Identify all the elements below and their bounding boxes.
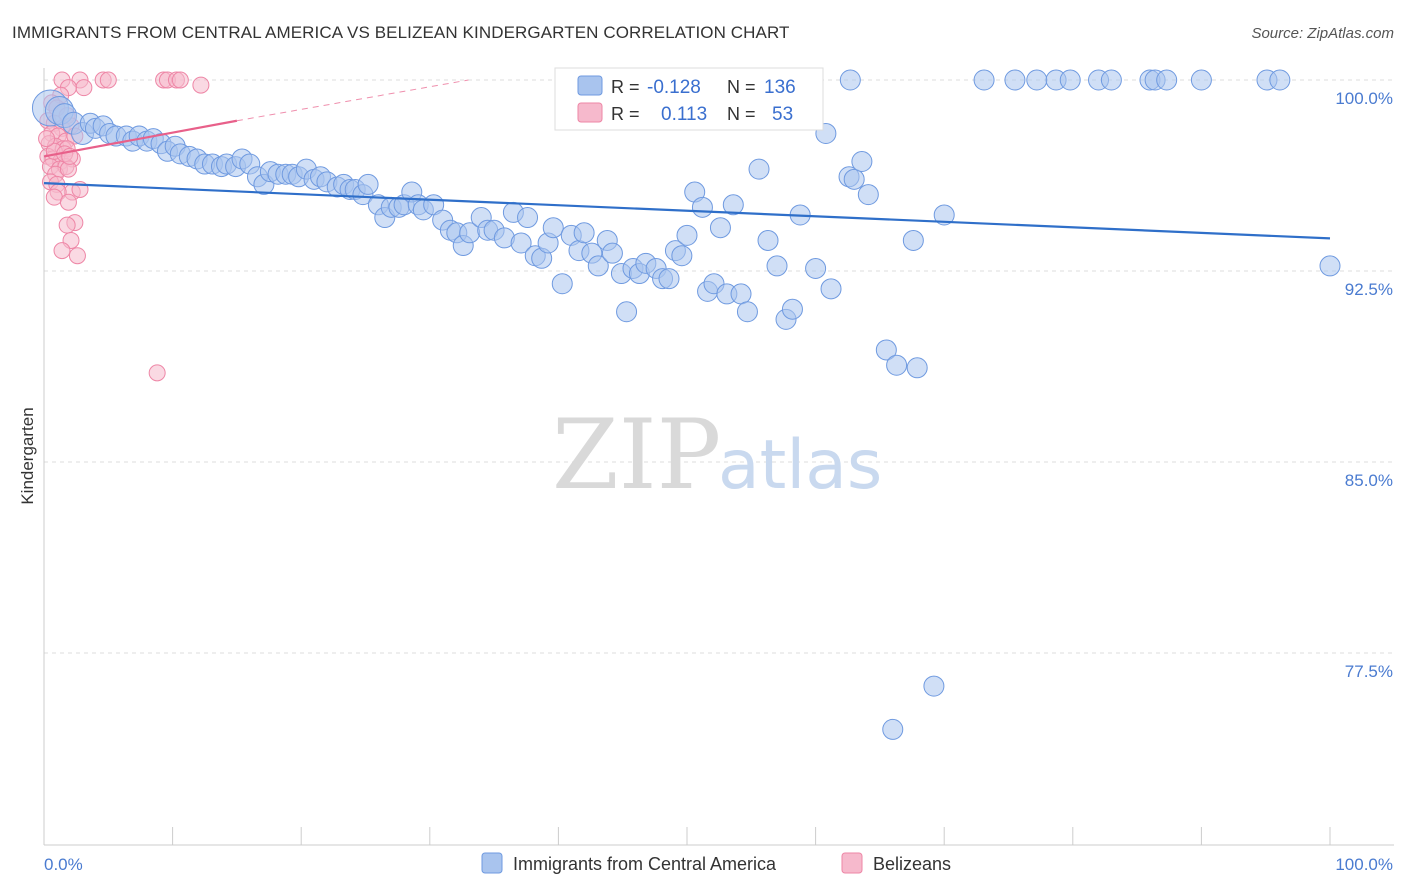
central-america-point [671, 245, 693, 267]
central-america-point [1004, 69, 1026, 91]
watermark-zip: ZIP [552, 399, 721, 511]
legend-blue-label: Immigrants from Central America [513, 854, 777, 874]
central-america-point [587, 255, 609, 277]
legend-pink-label: Belizeans [873, 854, 951, 874]
stats-blue-n-value: 136 [764, 77, 796, 98]
stats-pink-n-value: 53 [772, 104, 793, 125]
central-america-point [1319, 255, 1341, 277]
central-america-point [839, 69, 861, 91]
y-tick-labels: 100.0% 92.5% 85.0% 77.5% [1335, 89, 1393, 681]
central-america-point [1269, 69, 1291, 91]
belizeans-point [68, 247, 86, 265]
belizeans-point [192, 76, 210, 94]
stats-blue-n-label: N = [727, 77, 756, 97]
central-america-point [517, 207, 539, 229]
stats-blue-r-value: -0.128 [647, 77, 701, 98]
legend: Immigrants from Central America Belizean… [481, 852, 951, 874]
central-america-point [542, 217, 564, 239]
x-ticks [43, 827, 1331, 845]
belizeans-point [38, 130, 56, 148]
central-america-point [923, 675, 945, 697]
legend-blue-swatch [481, 852, 503, 874]
legend-pink-swatch [841, 852, 863, 874]
central-america-point [757, 229, 779, 251]
central-america-point [691, 196, 713, 218]
watermark-atlas: atlas [718, 426, 882, 505]
belizeans-point [58, 216, 76, 234]
central-america-point [573, 222, 595, 244]
x-tick-label: 0.0% [44, 855, 83, 874]
central-america-point [805, 257, 827, 279]
stats-blue-r-label: R = [611, 77, 640, 97]
central-america-point [748, 158, 770, 180]
central-america-point [781, 298, 803, 320]
central-america-point [722, 194, 744, 216]
central-america-points [31, 69, 1341, 740]
axes [43, 68, 1394, 846]
belizeans-point [59, 193, 77, 211]
central-america-point [709, 217, 731, 239]
central-america-point [766, 255, 788, 277]
central-america-point [843, 168, 865, 190]
central-america-point [357, 173, 379, 195]
central-america-point [857, 184, 879, 206]
central-america-point [902, 229, 924, 251]
belizeans-point [99, 71, 117, 89]
central-america-point [616, 301, 638, 323]
belizeans-point [53, 242, 71, 260]
central-america-point [1100, 69, 1122, 91]
belizeans-point [148, 364, 166, 382]
y-tick-label: 85.0% [1345, 471, 1393, 490]
belizeans-points [38, 71, 210, 382]
stats-pink-r-value: 0.113 [661, 104, 707, 125]
chart-title: IMMIGRANTS FROM CENTRAL AMERICA VS BELIZ… [12, 23, 790, 42]
stats-pink-swatch [577, 102, 603, 123]
trend-lines [43, 79, 1331, 240]
chart-source: Source: ZipAtlas.com [1251, 25, 1394, 42]
central-america-point [1190, 69, 1212, 91]
x-tick-labels: 0.0% 100.0% [44, 855, 1393, 874]
central-america-point [601, 242, 623, 264]
central-america-point [1059, 69, 1081, 91]
central-america-point [551, 273, 573, 295]
central-america-point [875, 339, 897, 361]
stats-pink-r-label: R = [611, 104, 640, 124]
stats-pink-n-label: N = [727, 104, 756, 124]
stats-blue-swatch [577, 75, 603, 96]
central-america-point [1156, 69, 1178, 91]
belizeans-trend-extension [236, 79, 469, 122]
belizeans-point [45, 188, 63, 206]
central-america-point [510, 232, 532, 254]
y-tick-label: 77.5% [1345, 662, 1393, 681]
y-axis-label: Kindergarten [18, 407, 37, 504]
central-america-point [730, 283, 752, 305]
belizeans-trend-line [43, 119, 238, 158]
central-america-point [851, 150, 873, 172]
central-america-point [736, 301, 758, 323]
stats-box: R = -0.128 N = 136 R = 0.113 N = 53 [554, 67, 824, 131]
central-america-point [906, 357, 928, 379]
y-tick-label: 92.5% [1345, 280, 1393, 299]
belizeans-point [75, 79, 93, 97]
central-america-trend-line [43, 182, 1331, 240]
y-tick-label: 100.0% [1335, 89, 1393, 108]
central-america-point [1026, 69, 1048, 91]
belizeans-point [171, 71, 189, 89]
central-america-point [820, 278, 842, 300]
central-america-point [676, 224, 698, 246]
central-america-point [933, 204, 955, 226]
central-america-point [886, 354, 908, 376]
watermark: ZIP atlas [552, 399, 882, 511]
x-tick-label: 100.0% [1335, 855, 1393, 874]
central-america-point [973, 69, 995, 91]
central-america-point [658, 268, 680, 290]
central-america-point [882, 718, 904, 740]
